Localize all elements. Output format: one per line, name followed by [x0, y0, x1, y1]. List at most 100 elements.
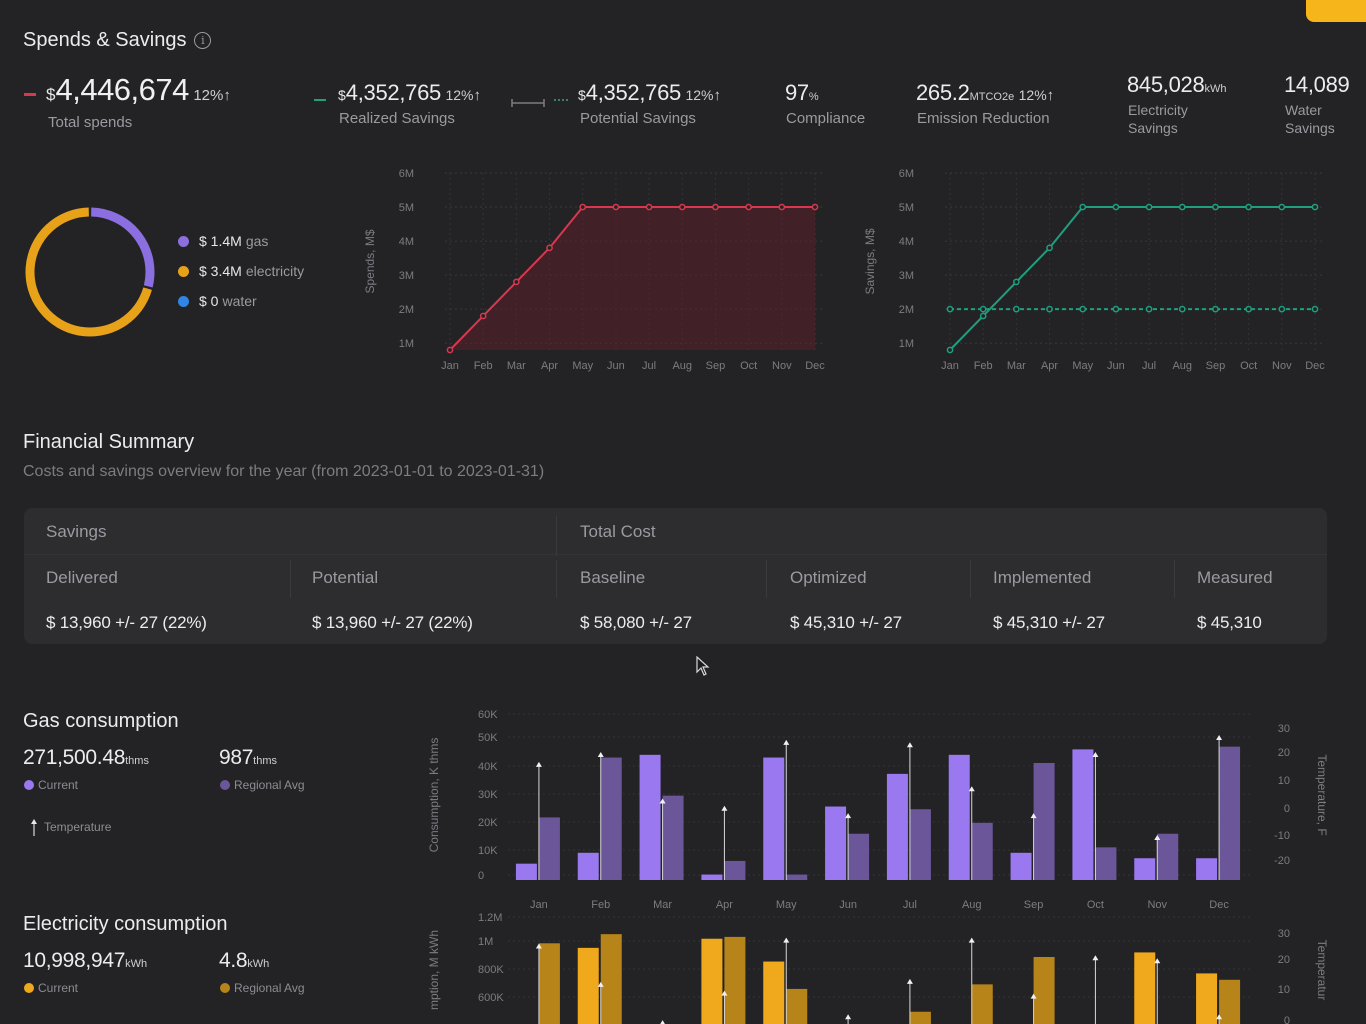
- y2-tick-label: -10: [1274, 830, 1290, 842]
- data-point: [513, 278, 520, 286]
- x-tick-label: Sep: [706, 360, 726, 372]
- y-tick-label: 5M: [399, 202, 414, 214]
- y-tick-label: 1.2M: [478, 912, 502, 924]
- kpi-emission: 265.2MTCO2e 12%↑: [916, 80, 1054, 106]
- x-tick-label: Aug: [672, 360, 692, 372]
- legend-name: electricity: [245, 263, 305, 279]
- bar-regional: [1219, 746, 1241, 880]
- temperature-marker: [968, 937, 975, 943]
- gas-consumption-chart: 0 10K 20K 30K 40K 50K 60K -20 -10 0 10 20 30 Consumpt…: [427, 709, 1329, 911]
- y-tick-label: 1M: [478, 936, 493, 948]
- label-line: Electricity: [1128, 102, 1188, 118]
- potential-legend-swatch: [554, 99, 568, 103]
- divider: [556, 560, 557, 598]
- gas-current-legend: Current: [24, 778, 78, 792]
- data-point: [1046, 244, 1053, 252]
- top-right-action-button[interactable]: [1306, 0, 1366, 22]
- unit-text: thms: [125, 755, 149, 767]
- bar-current: [1072, 749, 1094, 880]
- bar-regional: [600, 934, 622, 1024]
- legend-item-gas[interactable]: $ 1.4M gas: [178, 226, 304, 256]
- currency-symbol: $: [338, 87, 346, 103]
- bar-regional: [662, 795, 684, 880]
- kpi-realized-pct: 12%: [445, 87, 474, 103]
- electricity-consumption-title: Electricity consumption: [23, 913, 228, 935]
- temperature-marker: [535, 943, 542, 949]
- section-title-text: Spends & Savings: [23, 29, 187, 51]
- x-tick-label: Nov: [1272, 360, 1292, 372]
- cell-baseline: $ 58,080 +/- 27: [580, 613, 692, 632]
- y-tick-label: 30K: [478, 789, 498, 801]
- total-legend-swatch: [24, 93, 36, 96]
- bar-regional: [971, 822, 993, 880]
- bar-current: [701, 938, 723, 1024]
- legend-item-water[interactable]: $ 0 water: [178, 286, 304, 316]
- cell-measured: $ 45,310: [1197, 613, 1262, 632]
- data-point: [1278, 305, 1286, 313]
- x-tick-label: Jul: [1142, 360, 1156, 372]
- kpi-realized: $4,352,765 12%↑: [338, 80, 481, 106]
- y2-tick-label: 10: [1278, 775, 1290, 787]
- kpi-compliance-label: Compliance: [786, 110, 866, 127]
- y-tick-label: 5M: [899, 202, 914, 214]
- column-header-baseline: Baseline: [580, 568, 646, 587]
- data-point: [1046, 305, 1053, 313]
- kpi-water: 14,089: [1284, 72, 1350, 98]
- legend-item-electricity[interactable]: $ 3.4M electricity: [178, 256, 304, 286]
- legend-label: Temperature: [44, 820, 112, 834]
- x-tick-label: Apr: [716, 899, 733, 911]
- data-point: [979, 305, 987, 313]
- legend-name: gas: [245, 233, 269, 249]
- data-point: [546, 244, 553, 252]
- data-point: [778, 203, 786, 211]
- savings-line-chart: 1M 2M 3M 4M 5M 6M Jan Feb Mar Apr May Jun Jul Aug Sep O…: [863, 168, 1325, 372]
- column-header-optimized: Optimized: [790, 568, 867, 587]
- bar-regional: [786, 988, 808, 1024]
- column-header-measured: Measured: [1197, 568, 1273, 587]
- bar-regional: [600, 757, 622, 880]
- group-header-savings: Savings: [46, 522, 107, 541]
- kpi-electricity-unit: kWh: [1204, 83, 1227, 95]
- divider: [766, 560, 767, 598]
- y2-tick-label: 30: [1278, 928, 1290, 940]
- temperature-marker: [1216, 734, 1223, 740]
- x-tick-label: Oct: [1240, 360, 1257, 372]
- y2-tick-label: 0: [1284, 1015, 1290, 1024]
- bar-regional: [909, 1011, 931, 1024]
- y-tick-label: 1M: [399, 338, 414, 350]
- x-tick-label: Feb: [591, 899, 610, 911]
- area-fill: [450, 207, 815, 350]
- y2-tick-label: 20: [1278, 747, 1290, 759]
- divider: [290, 560, 291, 598]
- kpi-potential-pct: 12%: [685, 87, 714, 103]
- kpi-electricity: 845,028kWh: [1127, 72, 1226, 98]
- kpi-potential-value: 4,352,765: [585, 80, 681, 105]
- kpi-total-label: Total spends: [48, 114, 133, 131]
- legend-amount: $ 0: [199, 293, 219, 309]
- data-point: [1079, 203, 1087, 211]
- temperature-marker: [845, 813, 852, 819]
- section-title: Spends & Savings i: [23, 29, 212, 52]
- temperature-marker: [783, 739, 790, 745]
- data-point: [979, 312, 987, 320]
- y-axis-label: Spends, M$: [363, 229, 377, 293]
- legend-label: Current: [38, 981, 79, 995]
- x-tick-label: Jun: [839, 899, 857, 911]
- data-point: [745, 203, 752, 211]
- info-icon[interactable]: i: [194, 32, 212, 49]
- temperature-marker: [660, 1020, 665, 1024]
- electricity-consumption-chart: 600K 800K 1M 1.2M 0 10 20 30 mption, M kWh Temper…: [427, 912, 1329, 1024]
- y-tick-label: 1M: [899, 338, 914, 350]
- kpi-compliance-value: 97: [785, 80, 809, 105]
- data-point: [1212, 305, 1219, 313]
- bar-current: [763, 961, 785, 1024]
- y-tick-label: 6M: [899, 168, 914, 180]
- value-text: 4.8: [219, 949, 248, 972]
- bar-regional: [1033, 762, 1055, 880]
- financial-summary-subtitle: Costs and savings overview for the year …: [23, 463, 545, 480]
- x-tick-label: Oct: [740, 360, 757, 372]
- legend-dot: [220, 780, 230, 790]
- bar-current: [1134, 952, 1156, 1024]
- x-tick-label: Nov: [1147, 899, 1167, 911]
- data-point: [1212, 203, 1219, 211]
